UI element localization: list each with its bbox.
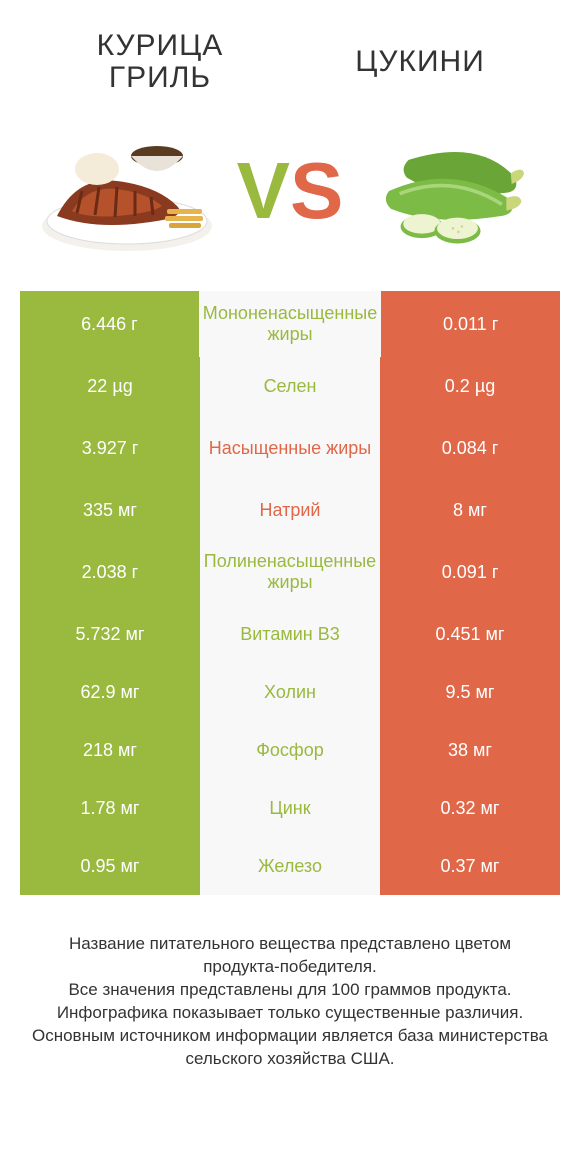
left-value-cell: 6.446 г — [20, 291, 199, 357]
right-value-cell: 9.5 мг — [380, 663, 560, 721]
right-value-cell: 0.011 г — [381, 291, 560, 357]
left-value-cell: 22 µg — [20, 357, 200, 415]
left-value-cell: 5.732 мг — [20, 605, 200, 663]
table-row: 218 мгФосфор38 мг — [20, 721, 560, 779]
footnote-line: Все значения представлены для 100 граммо… — [30, 979, 550, 1002]
table-row: 6.446 гМононенасыщенные жиры0.011 г — [20, 291, 560, 357]
nutrient-name-cell: Полиненасыщенные жиры — [200, 539, 380, 605]
table-row: 3.927 гНасыщенные жиры0.084 г — [20, 415, 560, 481]
nutrient-name-cell: Железо — [200, 837, 380, 895]
table-row: 62.9 мгХолин9.5 мг — [20, 663, 560, 721]
table-row: 2.038 гПолиненасыщенные жиры0.091 г — [20, 539, 560, 605]
footnote-line: Основным источником информации является … — [30, 1025, 550, 1071]
table-row: 335 мгНатрий8 мг — [20, 481, 560, 539]
chicken-plate-icon — [37, 121, 217, 261]
vs-row: VS — [20, 103, 560, 291]
nutrient-name-cell: Цинк — [200, 779, 380, 837]
left-value-cell: 1.78 мг — [20, 779, 200, 837]
left-value-cell: 3.927 г — [20, 415, 200, 481]
table-row: 22 µgСелен0.2 µg — [20, 357, 560, 415]
nutrient-name-cell: Витамин B3 — [200, 605, 380, 663]
right-food-image — [363, 121, 543, 261]
left-value-cell: 335 мг — [20, 481, 200, 539]
infographic-page: КУРИЦА ГРИЛЬ ЦУКИНИ — [0, 0, 580, 1174]
left-value-cell: 2.038 г — [20, 539, 200, 605]
right-value-cell: 0.091 г — [380, 539, 560, 605]
right-food-title: ЦУКИНИ — [320, 46, 520, 78]
right-value-cell: 38 мг — [380, 721, 560, 779]
nutrient-name-cell: Селен — [200, 357, 380, 415]
vs-s-letter: S — [290, 146, 343, 235]
left-value-cell: 218 мг — [20, 721, 200, 779]
vs-label: VS — [237, 151, 344, 231]
nutrient-name-cell: Холин — [200, 663, 380, 721]
right-value-cell: 0.37 мг — [380, 837, 560, 895]
nutrient-name-cell: Натрий — [200, 481, 380, 539]
right-value-cell: 0.084 г — [380, 415, 560, 481]
zucchini-icon — [373, 126, 533, 256]
right-value-cell: 0.2 µg — [380, 357, 560, 415]
vs-v-letter: V — [237, 146, 290, 235]
nutrient-table: 6.446 гМононенасыщенные жиры0.011 г22 µg… — [20, 291, 560, 895]
table-row: 0.95 мгЖелезо0.37 мг — [20, 837, 560, 895]
header-row: КУРИЦА ГРИЛЬ ЦУКИНИ — [20, 0, 560, 103]
table-row: 5.732 мгВитамин B30.451 мг — [20, 605, 560, 663]
right-value-cell: 0.451 мг — [380, 605, 560, 663]
footnote-line: Название питательного вещества представл… — [30, 933, 550, 979]
right-value-cell: 8 мг — [380, 481, 560, 539]
left-food-title: КУРИЦА ГРИЛЬ — [60, 30, 260, 93]
left-value-cell: 0.95 мг — [20, 837, 200, 895]
left-food-image — [37, 121, 217, 261]
right-value-cell: 0.32 мг — [380, 779, 560, 837]
nutrient-name-cell: Мононенасыщенные жиры — [199, 291, 381, 357]
footnotes: Название питательного вещества представл… — [20, 895, 560, 1071]
nutrient-name-cell: Фосфор — [200, 721, 380, 779]
nutrient-name-cell: Насыщенные жиры — [200, 415, 380, 481]
table-row: 1.78 мгЦинк0.32 мг — [20, 779, 560, 837]
footnote-line: Инфографика показывает только существенн… — [30, 1002, 550, 1025]
left-value-cell: 62.9 мг — [20, 663, 200, 721]
